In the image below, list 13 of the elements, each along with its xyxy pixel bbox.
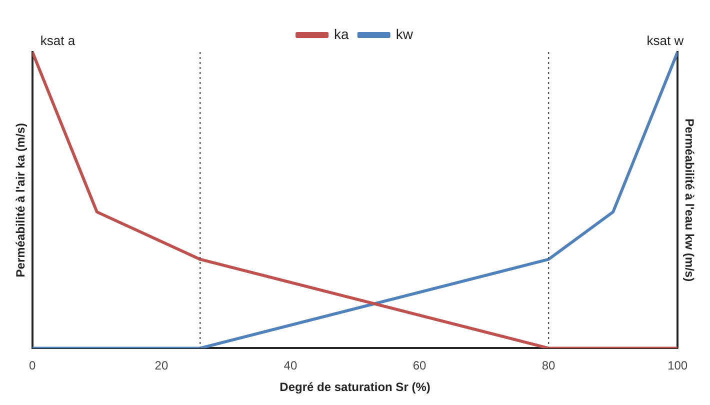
legend-label: ka — [334, 26, 350, 42]
legend-label: kw — [396, 26, 414, 42]
annotation: ksat a — [40, 33, 76, 48]
y2-axis-title: Perméabilité à l'eau kw (m/s) — [682, 118, 696, 282]
x-tick-label: 20 — [154, 358, 168, 373]
x-tick-label: 80 — [542, 358, 556, 373]
x-tick-label: 0 — [29, 358, 36, 373]
x-tick-label: 60 — [412, 358, 427, 373]
y-axis-title: Perméabilité à l'air ka (m/s) — [14, 122, 28, 278]
x-axis-title: Degré de saturation Sr (%) — [280, 380, 430, 394]
x-tick-label: 40 — [284, 358, 298, 373]
x-tick-label: 100 — [668, 358, 688, 373]
annotation: ksat w — [646, 33, 684, 48]
